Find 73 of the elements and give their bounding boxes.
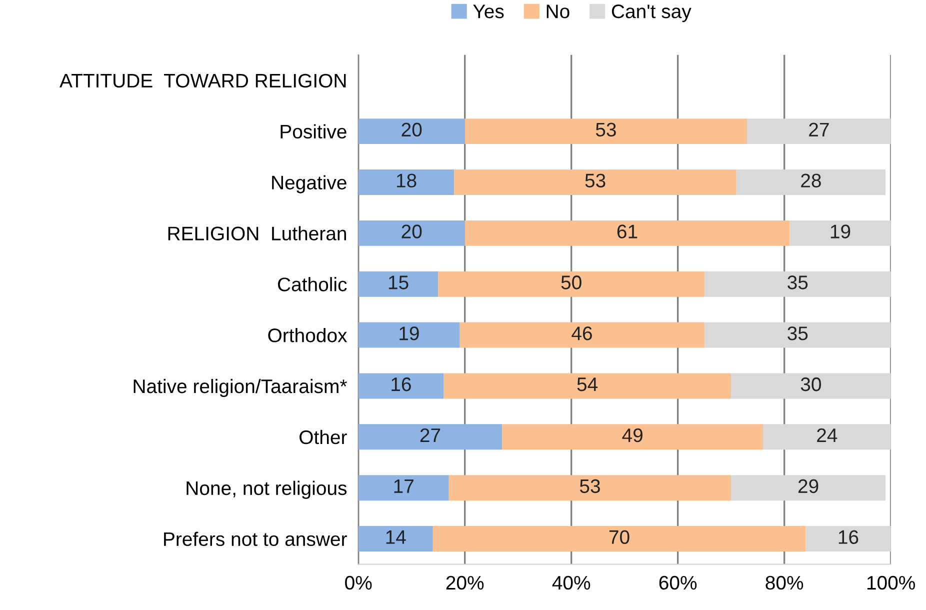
- data-label: 30: [800, 377, 821, 392]
- y-tick-label: RELIGION Lutheran: [168, 226, 346, 240]
- bar: [358, 322, 460, 348]
- bar: [747, 118, 891, 144]
- legend-label: Yes: [473, 4, 504, 18]
- x-tick-label: 100%: [867, 576, 915, 590]
- data-label: 50: [561, 276, 582, 290]
- y-tick-label: Prefers not to answer: [164, 532, 347, 546]
- data-label: 16: [838, 530, 858, 544]
- y-tick-label: Native religion/Taaraism*: [134, 378, 347, 398]
- y-tick-label: None, not religious: [186, 480, 347, 499]
- bar: [731, 373, 891, 399]
- bar: [358, 475, 449, 501]
- bar: [358, 271, 438, 297]
- data-label: 28: [801, 174, 821, 188]
- data-label: 20: [402, 122, 422, 137]
- y-tick-label: Positive: [280, 124, 346, 139]
- x-tick-label: 20%: [446, 576, 484, 590]
- data-label: 46: [572, 326, 592, 340]
- y-tick-label: ATTITUDE TOWARD RELIGION: [60, 74, 346, 88]
- x-tick-label: 80%: [766, 576, 804, 590]
- data-label: 14: [386, 530, 406, 544]
- data-label: 70: [609, 530, 630, 544]
- data-label: 35: [788, 276, 808, 290]
- bar: [444, 373, 732, 399]
- legend-label: No: [546, 4, 570, 18]
- legend-label: Can't say: [612, 4, 692, 22]
- bar: [358, 170, 454, 195]
- bar: [454, 170, 736, 195]
- bar: [358, 424, 502, 450]
- data-label: 53: [585, 174, 606, 188]
- bar: [704, 322, 891, 348]
- data-label: 54: [577, 378, 598, 392]
- data-label: 15: [388, 276, 408, 290]
- data-label: 24: [817, 428, 838, 442]
- y-tick-label: Other: [300, 430, 347, 444]
- bar: [763, 424, 891, 450]
- data-label: 29: [798, 479, 818, 494]
- x-tick-label: 40%: [552, 576, 590, 590]
- y-tick-label: Negative: [272, 175, 346, 194]
- bar: [806, 526, 891, 552]
- bar: [438, 271, 704, 297]
- data-label: 27: [809, 122, 829, 136]
- data-label: 16: [392, 377, 411, 392]
- data-label: 61: [617, 224, 638, 238]
- data-label: 53: [596, 122, 616, 137]
- bar: [464, 220, 790, 246]
- bar: [432, 526, 806, 552]
- data-label: 35: [788, 326, 808, 340]
- bar: [358, 220, 465, 246]
- bar: [448, 475, 732, 501]
- data-label: 53: [580, 479, 600, 494]
- bar: [502, 424, 764, 450]
- data-label: 18: [396, 174, 416, 188]
- data-label: 17: [394, 480, 414, 493]
- data-label: 19: [400, 326, 419, 340]
- bar: [704, 271, 891, 297]
- bar: [460, 322, 704, 348]
- bar: [731, 475, 886, 501]
- data-label: 27: [420, 428, 440, 442]
- x-tick-label: 0%: [345, 576, 372, 590]
- bar: [790, 220, 891, 246]
- bar: [736, 170, 886, 195]
- y-tick-label: Orthodox: [268, 328, 348, 342]
- y-tick-label: Catholic: [278, 277, 347, 292]
- data-label: 20: [402, 224, 422, 238]
- bar: [358, 526, 433, 552]
- x-tick-label: 60%: [659, 576, 697, 590]
- bar: [358, 118, 465, 144]
- bar: [358, 373, 444, 399]
- bar: [464, 118, 748, 144]
- data-label: 19: [830, 224, 850, 238]
- data-label: 49: [622, 428, 642, 442]
